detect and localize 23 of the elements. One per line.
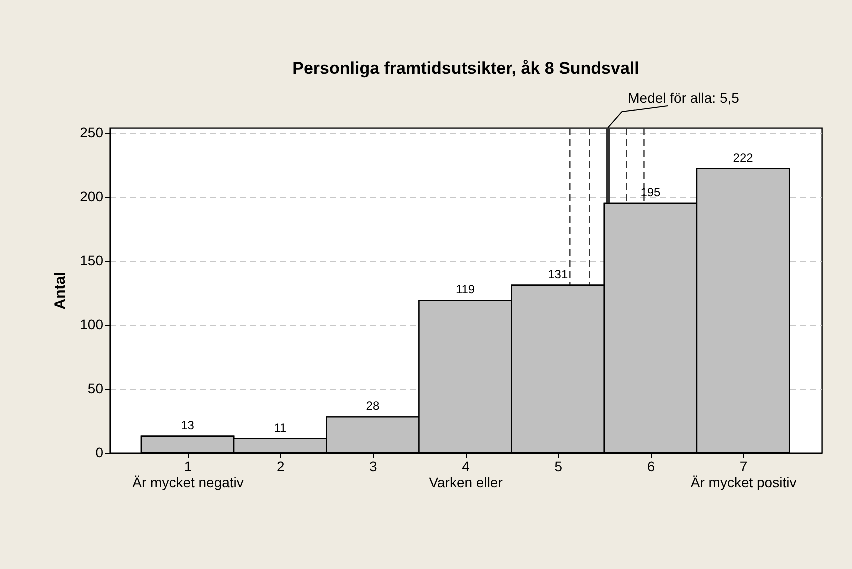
data-label: 195 bbox=[640, 185, 662, 200]
x-tick-label: 5 bbox=[554, 458, 563, 474]
data-label: 119 bbox=[456, 282, 476, 297]
data-label: 11 bbox=[274, 420, 287, 435]
x-tick-label: 7 Är mycket positiv bbox=[690, 458, 797, 490]
x-tick-label: 2 bbox=[276, 458, 285, 474]
x-tick-label: 4 Varken eller bbox=[429, 458, 504, 490]
data-label: 222 bbox=[733, 150, 754, 165]
x-tick-label: 3 bbox=[370, 458, 378, 474]
y-tick-label: 200 bbox=[80, 188, 104, 205]
x-tick-label: 1 Är mycket negativ bbox=[132, 458, 244, 490]
ref-line-label: Medel för alla: 5,5 bbox=[628, 90, 740, 106]
data-label: 28 bbox=[366, 399, 380, 414]
data-label: 131 bbox=[548, 267, 568, 282]
y-tick-label: 50 bbox=[88, 380, 104, 397]
y-tick-label: 100 bbox=[80, 316, 104, 333]
y-axis-title: Antal bbox=[52, 272, 70, 310]
y-tick-label: 150 bbox=[80, 252, 104, 269]
chart-title: Personliga framtidsutsikter, åk 8 Sundsvall bbox=[292, 59, 640, 78]
y-tick-label: 0 bbox=[96, 444, 104, 460]
y-tick-label: 250 bbox=[80, 124, 104, 141]
x-tick-label: 6 bbox=[647, 458, 656, 474]
data-label: 13 bbox=[181, 418, 195, 432]
